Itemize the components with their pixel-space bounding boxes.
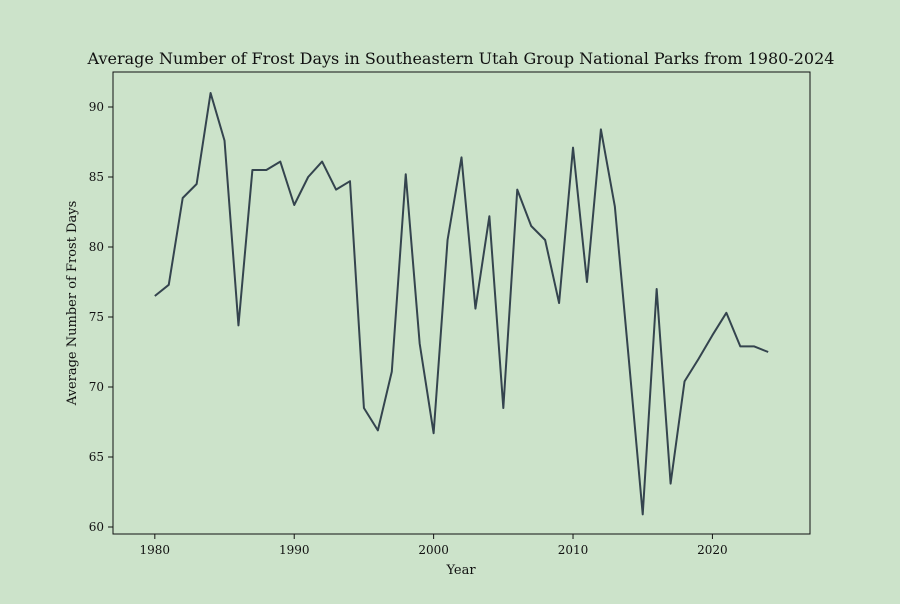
series-line: [154, 92, 769, 516]
x-axis-label: Year: [445, 563, 476, 578]
x-axis: 1980 1990 2000 2010 2020: [140, 534, 728, 557]
y-tick-label: 60: [89, 520, 104, 534]
y-axis: 60 65 70 75 80 85 90: [89, 100, 113, 534]
y-tick-label: 75: [89, 310, 104, 324]
plot-area: [112, 71, 811, 535]
y-tick-label: 70: [89, 380, 104, 394]
x-tick-label: 1990: [279, 543, 310, 557]
y-tick-label: 85: [89, 170, 104, 184]
x-tick-label: 2010: [558, 543, 589, 557]
y-tick-label: 65: [89, 450, 104, 464]
x-tick-label: 2000: [418, 543, 449, 557]
x-tick-label: 1980: [140, 543, 171, 557]
chart-title: Average Number of Frost Days in Southeas…: [87, 49, 835, 68]
y-axis-label: Average Number of Frost Days: [65, 201, 80, 407]
y-tick-label: 90: [89, 100, 104, 114]
y-tick-label: 80: [89, 240, 104, 254]
x-tick-label: 2020: [697, 543, 728, 557]
